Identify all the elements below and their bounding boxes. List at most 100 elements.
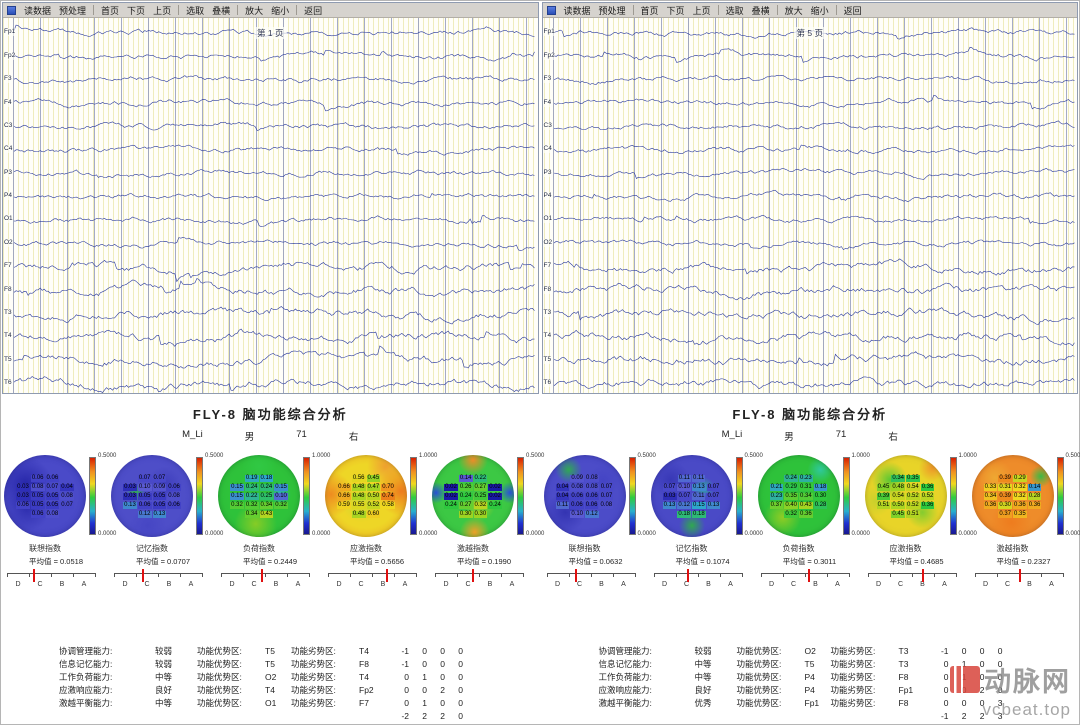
toolbar-button-1[interactable]: 下页	[127, 5, 146, 16]
electrode-value: 0.55	[351, 501, 366, 509]
electrode-value: 0.15	[230, 483, 244, 491]
report-title: FLY-8 脑功能综合分析	[732, 407, 888, 422]
grade-letter: C	[358, 581, 364, 588]
electrode-value-row: 0.12 0.13	[111, 510, 193, 518]
patient-hand: 右	[348, 432, 359, 443]
score-value: 0	[404, 672, 409, 682]
gauge-tick	[479, 573, 480, 577]
channel-label: C4	[543, 145, 552, 154]
channel-label: F8	[543, 285, 552, 294]
electrode-value: 0.37	[998, 510, 1012, 518]
electrode-value-row: 0.03 0.10 0.09 0.06	[111, 483, 193, 491]
advantage-zone-label: 功能优势区:	[736, 659, 782, 669]
electrode-value: 0.21	[769, 483, 784, 491]
brain-maps-row: 0.06 0.06 0.03 0.08 0.07 0.04 0.03 0.05 0.05 0.08…	[4, 447, 544, 605]
toolbar-button-0[interactable]: 读数据	[24, 5, 52, 16]
electrode-value: 0.18	[813, 483, 828, 491]
toolbar-separator	[776, 5, 778, 15]
scale-min-label: 0.0000	[1065, 531, 1080, 537]
toolbar-button-2[interactable]: 选取	[725, 5, 744, 16]
toolbar-button-0[interactable]: 读数据	[563, 5, 591, 16]
electrode-value: 0.27	[458, 501, 473, 509]
toolbar-button-0[interactable]: 预处理	[598, 5, 626, 16]
toolbar-button-1[interactable]: 首页	[101, 5, 120, 16]
eeg-waveform-area[interactable]: 第 1 页 Fp1 Fp2 F3 F4 C3 C4 P3 P4 O1 O2 F7 F8 T3 T4 T5 T6	[3, 18, 538, 393]
advantage-zone-value: T5	[804, 659, 815, 669]
gauge-tick	[760, 573, 762, 577]
electrode-value: 0.07	[137, 474, 152, 482]
toolbar-button-2[interactable]: 叠横	[212, 5, 231, 16]
channel-label: F8	[4, 285, 12, 294]
analysis-report: FLY-8 脑功能综合分析 M_Li 男 71 右 0.06 0.06 0.03 0.…	[1, 394, 544, 724]
electrode-value: 0.05	[45, 501, 60, 509]
grade-letter: D	[336, 581, 342, 588]
patient-info: M_Li 男 71 右	[541, 429, 1080, 443]
advantage-zone-value: P4	[804, 672, 815, 682]
toolbar-button-1[interactable]: 首页	[640, 5, 659, 16]
gauge-tick	[653, 573, 655, 577]
score-value: 0	[458, 646, 463, 656]
scale-max-label: 1.0000	[312, 453, 331, 459]
advantage-zone-value: T4	[265, 685, 275, 695]
electrode-value: 0.28	[813, 501, 828, 509]
toolbar-button-0[interactable]: 预处理	[59, 5, 87, 16]
electrode-value: 0.05	[152, 492, 167, 500]
scale-max-label: 0.5000	[526, 453, 545, 459]
gauge-tick	[350, 573, 351, 577]
weakness-zone-value: T4	[359, 646, 369, 656]
toolbar-button-4[interactable]: 返回	[304, 5, 323, 16]
color-scale-bar	[1056, 457, 1064, 535]
topo-map: 0.39 0.29 0.33 0.31 0.32 0.14 0.34 0.39 0.32 0.28…	[971, 455, 1054, 537]
toolbar-button-2[interactable]: 叠横	[751, 5, 770, 16]
electrode-value-row: 0.06 0.05 0.05 0.07	[4, 501, 86, 509]
advantage-zone-label: 功能优势区:	[197, 685, 242, 695]
average-value: 平均值 = 0.1074	[675, 557, 730, 566]
advantage-zone-label: 功能优势区:	[736, 646, 782, 656]
toolbar-button-1[interactable]: 上页	[692, 5, 711, 16]
toolbar-separator	[93, 5, 95, 15]
ability-name: 协调管理能力:	[59, 646, 113, 656]
toolbar-button-1[interactable]: 下页	[666, 5, 685, 16]
electrode-value-row: 0.66 0.48 0.47 0.70	[325, 483, 407, 491]
toolbar-button-3[interactable]: 缩小	[810, 5, 829, 16]
eeg-waveform-area[interactable]: 第 5 页 Fp1 Fp2 F3 F4 C3 C4 P3 P4 O1 O2 F7 F8 T3 T4 T5 T6	[542, 18, 1077, 393]
page-indicator: 第 1 页	[254, 27, 287, 39]
page-indicator: 第 5 页	[793, 27, 826, 39]
weakness-zone-label: 功能劣势区:	[291, 659, 336, 669]
toolbar-button-3[interactable]: 放大	[245, 5, 264, 16]
gauge-tick	[933, 573, 935, 577]
color-scale-bar	[89, 457, 96, 535]
index-name: 负荷指数	[243, 544, 275, 553]
electrode-value-row: 0.39 0.29	[972, 474, 1054, 482]
watermark-domain: vcbeat.top	[982, 700, 1071, 719]
electrode-value: 0.30	[998, 501, 1012, 509]
electrode-value: 0.08	[60, 492, 74, 500]
toolbar-button-3[interactable]: 缩小	[271, 5, 290, 16]
electrode-value: 0.24	[784, 474, 798, 482]
grade-letter: D	[982, 581, 989, 588]
gauge-tick	[457, 573, 458, 577]
electrode-value-row: 0.48 0.60	[325, 510, 407, 518]
channel-label: F7	[543, 262, 552, 271]
toolbar-button-1[interactable]: 上页	[153, 5, 172, 16]
electrode-value: 0.02	[488, 492, 502, 500]
toolbar-button-3[interactable]: 放大	[784, 5, 803, 16]
brain-map-unit: 0.07 0.07 0.03 0.10 0.09 0.06 0.03 0.05 0.05 0.08…	[111, 447, 223, 605]
electrode-value: 0.13	[692, 483, 706, 491]
channel-label: F7	[4, 262, 12, 271]
gauge-tick	[7, 573, 8, 577]
grade-gauge	[653, 569, 743, 582]
electrode-value: 0.39	[998, 474, 1012, 482]
grade-letter: A	[295, 581, 301, 588]
toolbar-button-4[interactable]: 返回	[843, 5, 862, 16]
electrode-value: 0.13	[123, 501, 137, 509]
average-value: 平均值 = 0.0707	[136, 557, 190, 566]
toolbar-button-2[interactable]: 选取	[186, 5, 205, 16]
ability-name: 工作负荷能力:	[59, 672, 113, 682]
electrode-value-row: 0.02 0.26 0.27 0.02	[432, 483, 514, 491]
electrode-value: 0.13	[152, 510, 167, 518]
electrode-value: 0.30	[813, 492, 828, 500]
total-value: 2	[979, 711, 985, 721]
gauge-tick	[202, 573, 203, 577]
